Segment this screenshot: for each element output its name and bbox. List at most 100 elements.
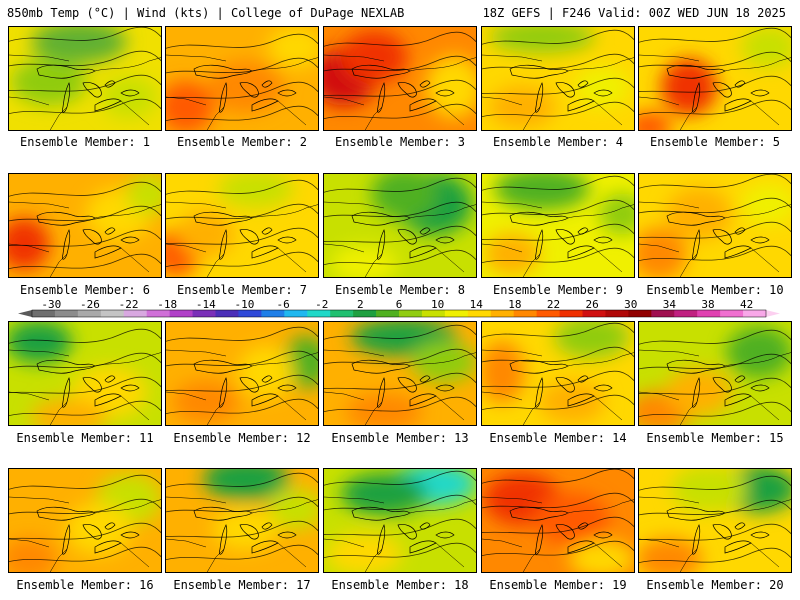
colorbar-swatch bbox=[628, 310, 652, 317]
colorbar-swatch bbox=[467, 310, 492, 317]
boundary-lines bbox=[166, 349, 318, 425]
colorbar-swatch bbox=[490, 310, 515, 317]
boundary-lines bbox=[639, 54, 791, 130]
ensemble-member-map bbox=[165, 321, 319, 426]
boundary-lines bbox=[9, 201, 161, 277]
colorbar-tick-label: -30 bbox=[41, 298, 62, 311]
colorbar-tick-label: -6 bbox=[276, 298, 290, 311]
colorbar-swatch bbox=[307, 310, 331, 317]
temperature-field bbox=[482, 469, 634, 572]
colorbar-tick-label: -18 bbox=[157, 298, 178, 311]
boundary-lines bbox=[9, 496, 161, 572]
temperature-field bbox=[166, 469, 318, 572]
ensemble-member-caption: Ensemble Member: 2 bbox=[176, 135, 308, 149]
contour-lines bbox=[639, 174, 791, 262]
ensemble-member-map bbox=[165, 468, 319, 573]
contour-lines bbox=[324, 324, 476, 413]
temperature-field bbox=[324, 322, 476, 425]
colorbar-scale bbox=[18, 309, 780, 318]
colorbar-swatch bbox=[536, 310, 561, 317]
colorbar-tick-label: -14 bbox=[195, 298, 216, 311]
contour-lines bbox=[9, 181, 161, 270]
great-lakes-outline bbox=[36, 64, 140, 113]
contour-lines bbox=[166, 326, 318, 415]
temperature-field bbox=[9, 469, 161, 572]
boundary-lines bbox=[324, 349, 476, 425]
ensemble-member-caption: Ensemble Member: 5 bbox=[649, 135, 781, 149]
ensemble-member-map bbox=[638, 173, 792, 278]
great-lakes-outline bbox=[193, 359, 297, 408]
ensemble-member-caption: Ensemble Member: 19 bbox=[489, 578, 627, 592]
ensemble-member-caption: Ensemble Member: 7 bbox=[176, 283, 308, 297]
contour-lines bbox=[482, 175, 634, 264]
colorbar-swatch bbox=[146, 310, 171, 317]
colorbar-swatch bbox=[651, 310, 675, 317]
ensemble-member-caption: Ensemble Member: 3 bbox=[334, 135, 466, 149]
contour-lines bbox=[324, 177, 476, 266]
contour-lines bbox=[482, 29, 634, 118]
ensemble-member-map bbox=[481, 173, 635, 278]
colorbar-tick-label: 42 bbox=[740, 298, 754, 311]
contour-lines bbox=[9, 27, 161, 115]
colorbar-swatch bbox=[421, 310, 446, 317]
colorbar-tick-label: 22 bbox=[546, 298, 561, 311]
colorbar-tick-label: 14 bbox=[469, 298, 483, 311]
colorbar-swatch bbox=[697, 310, 721, 317]
ensemble-member-map bbox=[165, 173, 319, 278]
ensemble-member-caption: Ensemble Member: 12 bbox=[173, 431, 311, 445]
colorbar-min-arrow bbox=[18, 310, 32, 317]
colorbar-tick-label: -22 bbox=[118, 298, 139, 311]
ensemble-member-caption: Ensemble Member: 13 bbox=[331, 431, 469, 445]
colorbar-swatch bbox=[674, 310, 698, 317]
boundary-lines bbox=[166, 496, 318, 572]
colorbar-tick-label: 10 bbox=[431, 298, 445, 311]
contour-lines bbox=[639, 329, 791, 418]
boundary-lines bbox=[482, 54, 634, 130]
ensemble-member-caption: Ensemble Member: 16 bbox=[16, 578, 154, 592]
ensemble-member-map bbox=[323, 173, 477, 278]
boundary-lines bbox=[482, 201, 634, 277]
ensemble-member-map bbox=[323, 321, 477, 426]
map-title: 850mb Temp (°C) | Wind (kts) | College o… bbox=[7, 6, 405, 20]
ensemble-member-caption: Ensemble Member: 10 bbox=[646, 283, 784, 297]
ensemble-member-caption: Ensemble Member: 4 bbox=[492, 135, 624, 149]
ensemble-member-caption: Ensemble Member: 1 bbox=[19, 135, 151, 149]
boundary-lines bbox=[324, 496, 476, 572]
colorbar-swatch bbox=[261, 310, 285, 317]
temperature-field bbox=[324, 469, 476, 572]
contour-lines bbox=[324, 31, 476, 120]
contour-lines bbox=[482, 469, 634, 557]
ensemble-member-map bbox=[8, 468, 162, 573]
colorbar-swatch bbox=[605, 310, 629, 317]
colorbar-tick-label: 18 bbox=[508, 298, 522, 311]
great-lakes-outline bbox=[351, 506, 455, 555]
colorbar-max-arrow bbox=[766, 310, 780, 317]
temperature-field bbox=[482, 322, 634, 425]
colorbar-swatch bbox=[444, 310, 469, 317]
ensemble-member-map bbox=[8, 321, 162, 426]
temperature-field bbox=[9, 27, 161, 130]
colorbar-tick-label: 34 bbox=[662, 298, 677, 311]
boundary-lines bbox=[166, 201, 318, 277]
colorbar-swatch bbox=[169, 310, 194, 317]
boundary-lines bbox=[9, 349, 161, 425]
run-valid-time: 18Z GEFS | F246 Valid: 00Z WED JUN 18 20… bbox=[482, 6, 786, 20]
colorbar-tick-label: -26 bbox=[80, 298, 100, 311]
ensemble-member-caption: Ensemble Member: 8 bbox=[334, 283, 466, 297]
colorbar-tick-label: 38 bbox=[701, 298, 715, 311]
contour-lines bbox=[639, 475, 791, 564]
colorbar-swatch bbox=[582, 310, 606, 317]
ensemble-member-map bbox=[165, 26, 319, 131]
colorbar-outline bbox=[31, 309, 767, 318]
ensemble-member-map bbox=[638, 26, 792, 131]
contour-lines bbox=[639, 27, 791, 116]
ensemble-member-caption: Ensemble Member: 14 bbox=[489, 431, 627, 445]
temperature-field bbox=[324, 174, 476, 277]
great-lakes-outline bbox=[509, 211, 613, 260]
temperature-field bbox=[9, 174, 161, 277]
colorbar-tick-label: -2 bbox=[315, 298, 329, 311]
temperature-field bbox=[166, 174, 318, 277]
colorbar-swatch bbox=[376, 310, 400, 317]
colorbar-swatch bbox=[215, 310, 239, 317]
ensemble-member-map bbox=[481, 26, 635, 131]
